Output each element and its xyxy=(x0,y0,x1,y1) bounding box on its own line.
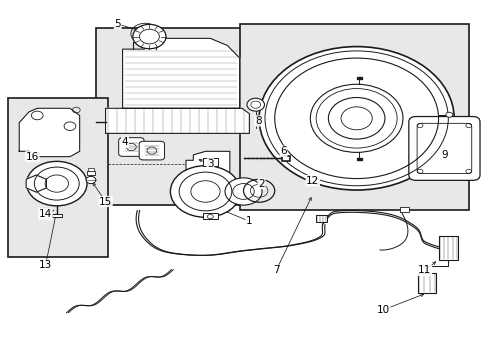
Bar xyxy=(52,214,61,217)
Circle shape xyxy=(224,178,262,205)
Bar xyxy=(87,171,95,175)
Polygon shape xyxy=(185,151,229,211)
Text: 11: 11 xyxy=(417,265,430,275)
Bar xyxy=(239,24,468,211)
Circle shape xyxy=(310,84,402,152)
Bar xyxy=(281,156,290,161)
Circle shape xyxy=(259,46,453,190)
Polygon shape xyxy=(105,108,249,134)
Text: 5: 5 xyxy=(114,19,121,29)
FancyBboxPatch shape xyxy=(139,141,164,160)
Text: 3: 3 xyxy=(206,159,213,169)
Text: 7: 7 xyxy=(272,265,279,275)
Text: 15: 15 xyxy=(99,197,112,207)
Text: 8: 8 xyxy=(254,116,261,126)
Bar xyxy=(315,215,327,222)
Bar xyxy=(356,77,361,79)
Circle shape xyxy=(133,24,165,49)
Polygon shape xyxy=(122,39,239,108)
Text: 4: 4 xyxy=(122,138,128,147)
Bar xyxy=(417,273,435,293)
FancyBboxPatch shape xyxy=(119,138,144,156)
Bar xyxy=(203,158,217,166)
Circle shape xyxy=(26,161,87,206)
Circle shape xyxy=(246,98,264,111)
Circle shape xyxy=(170,166,240,217)
Polygon shape xyxy=(26,175,46,192)
Text: 6: 6 xyxy=(280,146,286,156)
Circle shape xyxy=(328,98,384,139)
Text: 13: 13 xyxy=(39,260,52,270)
Bar xyxy=(399,207,408,212)
Text: 14: 14 xyxy=(39,209,52,219)
Bar xyxy=(203,213,217,220)
Polygon shape xyxy=(19,108,80,157)
Circle shape xyxy=(445,112,452,117)
Circle shape xyxy=(86,176,96,184)
Text: 2: 2 xyxy=(258,179,264,189)
Text: 16: 16 xyxy=(26,152,39,162)
Bar xyxy=(96,28,261,205)
Bar xyxy=(438,236,457,260)
Bar xyxy=(356,158,361,160)
Text: 12: 12 xyxy=(305,176,319,186)
Bar xyxy=(8,98,108,257)
Bar xyxy=(88,168,94,171)
Text: 1: 1 xyxy=(245,216,252,226)
Text: 9: 9 xyxy=(440,150,447,160)
Circle shape xyxy=(340,107,371,130)
FancyBboxPatch shape xyxy=(408,117,479,180)
Text: 10: 10 xyxy=(376,305,389,315)
